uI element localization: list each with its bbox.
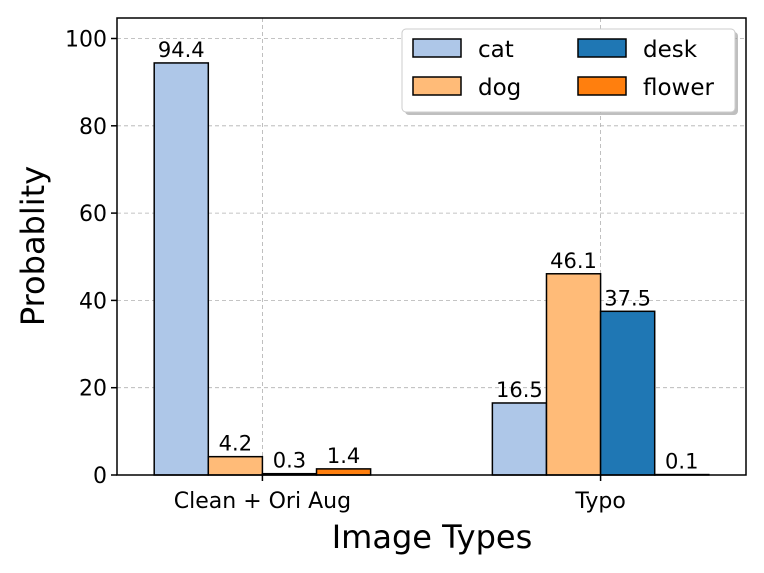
y-tick-label: 0 [93, 464, 107, 489]
data-label-desk-0: 0.3 [273, 449, 306, 473]
y-axis-ticks: 0 20 40 60 80 100 [65, 28, 117, 489]
legend-swatch-desk [577, 38, 627, 58]
legend: cat dog desk flower [401, 28, 738, 115]
data-label-flower-1: 0.1 [665, 450, 698, 474]
legend-label-desk: desk [643, 37, 698, 63]
data-labels: 94.4 16.5 4.2 46.1 0.3 37.5 1.4 0.1 [158, 38, 699, 474]
y-tick-label: 100 [65, 28, 107, 53]
y-tick-label: 80 [79, 115, 107, 140]
bar-cat-1 [491, 402, 548, 476]
data-label-desk-1: 37.5 [604, 286, 651, 310]
x-tick-label: Typo [574, 489, 625, 514]
legend-label-dog: dog [478, 75, 521, 101]
bar-dog-0 [207, 455, 264, 476]
x-tick-label: Clean + Ori Aug [174, 489, 351, 514]
data-label-cat-0: 94.4 [158, 38, 205, 62]
bars [153, 62, 710, 476]
y-tick-label: 20 [79, 377, 107, 402]
bar-desk-1 [599, 310, 656, 476]
data-label-cat-1: 16.5 [496, 378, 543, 402]
data-label-flower-0: 1.4 [327, 444, 360, 468]
bar-dog-1 [545, 273, 602, 476]
legend-swatch-cat [412, 38, 462, 58]
y-axis-label: Probablity [14, 166, 52, 326]
y-tick-label: 60 [79, 202, 107, 227]
data-label-dog-0: 4.2 [219, 432, 252, 456]
legend-box [401, 28, 736, 113]
x-axis-label: Image Types [332, 518, 533, 556]
bar-cat-0 [153, 62, 210, 476]
data-label-dog-1: 46.1 [550, 249, 597, 273]
x-axis-ticks: Clean + Ori Aug Typo [174, 475, 626, 514]
bar-flower-0 [315, 468, 372, 476]
y-tick-label: 40 [79, 289, 107, 314]
legend-swatch-dog [412, 76, 462, 96]
legend-swatch-flower [577, 76, 627, 96]
plot-frame [116, 17, 747, 476]
legend-label-flower: flower [643, 75, 715, 101]
legend-label-cat: cat [478, 37, 514, 63]
